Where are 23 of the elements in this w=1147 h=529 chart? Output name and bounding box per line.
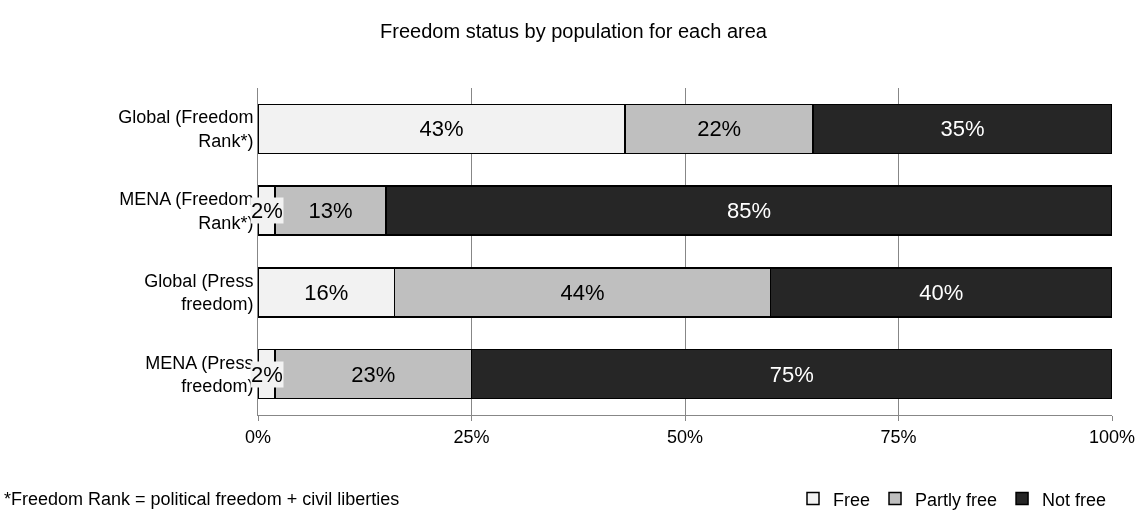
y-tick-label: Global (Freedom Rank*) bbox=[118, 107, 254, 151]
x-tick-label: 0% bbox=[244, 426, 272, 447]
y-tick-label: MENA (Press freedom) bbox=[145, 352, 254, 397]
data-label: 40% bbox=[919, 279, 964, 305]
legend-label: Not free bbox=[1042, 489, 1107, 510]
data-label: 35% bbox=[940, 116, 985, 142]
chart-title: Freedom status by population for each area bbox=[380, 19, 768, 42]
data-label: 23% bbox=[351, 361, 396, 387]
x-tick-label: 25% bbox=[453, 426, 490, 447]
y-tick-label: Global (Press freedom) bbox=[144, 270, 254, 315]
data-label: 13% bbox=[308, 198, 353, 224]
data-label: 22% bbox=[697, 116, 742, 142]
x-tick-label: 75% bbox=[880, 426, 917, 447]
x-tick-label: 50% bbox=[666, 426, 704, 447]
x-tick-label: 100% bbox=[1088, 426, 1136, 447]
legend-label: Partly free bbox=[915, 489, 998, 510]
legend-label: Free bbox=[833, 489, 871, 510]
data-label: 75% bbox=[769, 361, 814, 387]
text: *Freedom Rank = political freedom + civil liberties bbox=[4, 489, 400, 509]
data-label: 43% bbox=[419, 116, 464, 142]
data-label: 16% bbox=[304, 279, 349, 305]
data-label: 85% bbox=[727, 198, 772, 224]
data-label: 44% bbox=[560, 279, 605, 305]
